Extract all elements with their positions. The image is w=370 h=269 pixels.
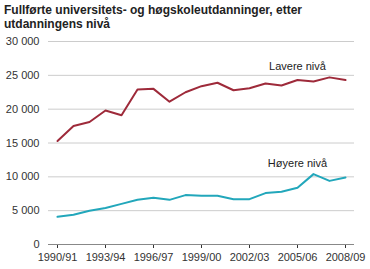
svg-text:1990/91: 1990/91: [38, 251, 78, 263]
svg-text:Lavere nivå: Lavere nivå: [269, 60, 327, 72]
svg-text:2002/03: 2002/03: [230, 251, 270, 263]
svg-text:5 000: 5 000: [12, 204, 40, 216]
svg-text:1993/94: 1993/94: [86, 251, 126, 263]
svg-text:25 000: 25 000: [6, 69, 40, 81]
svg-text:1996/97: 1996/97: [134, 251, 174, 263]
svg-text:30 000: 30 000: [6, 35, 40, 47]
svg-text:10 000: 10 000: [6, 170, 40, 182]
svg-text:20 000: 20 000: [6, 103, 40, 115]
svg-text:2005/06: 2005/06: [278, 251, 318, 263]
svg-text:1999/00: 1999/00: [182, 251, 222, 263]
svg-text:2008/09: 2008/09: [326, 251, 366, 263]
html-text:Fullførte universitets- og høg: Fullførte universitets- og høgskoleutdan…: [4, 3, 302, 31]
svg-text:15 000: 15 000: [6, 137, 40, 149]
svg-text:0: 0: [33, 238, 39, 250]
svg-text:Høyere nivå: Høyere nivå: [268, 157, 328, 169]
